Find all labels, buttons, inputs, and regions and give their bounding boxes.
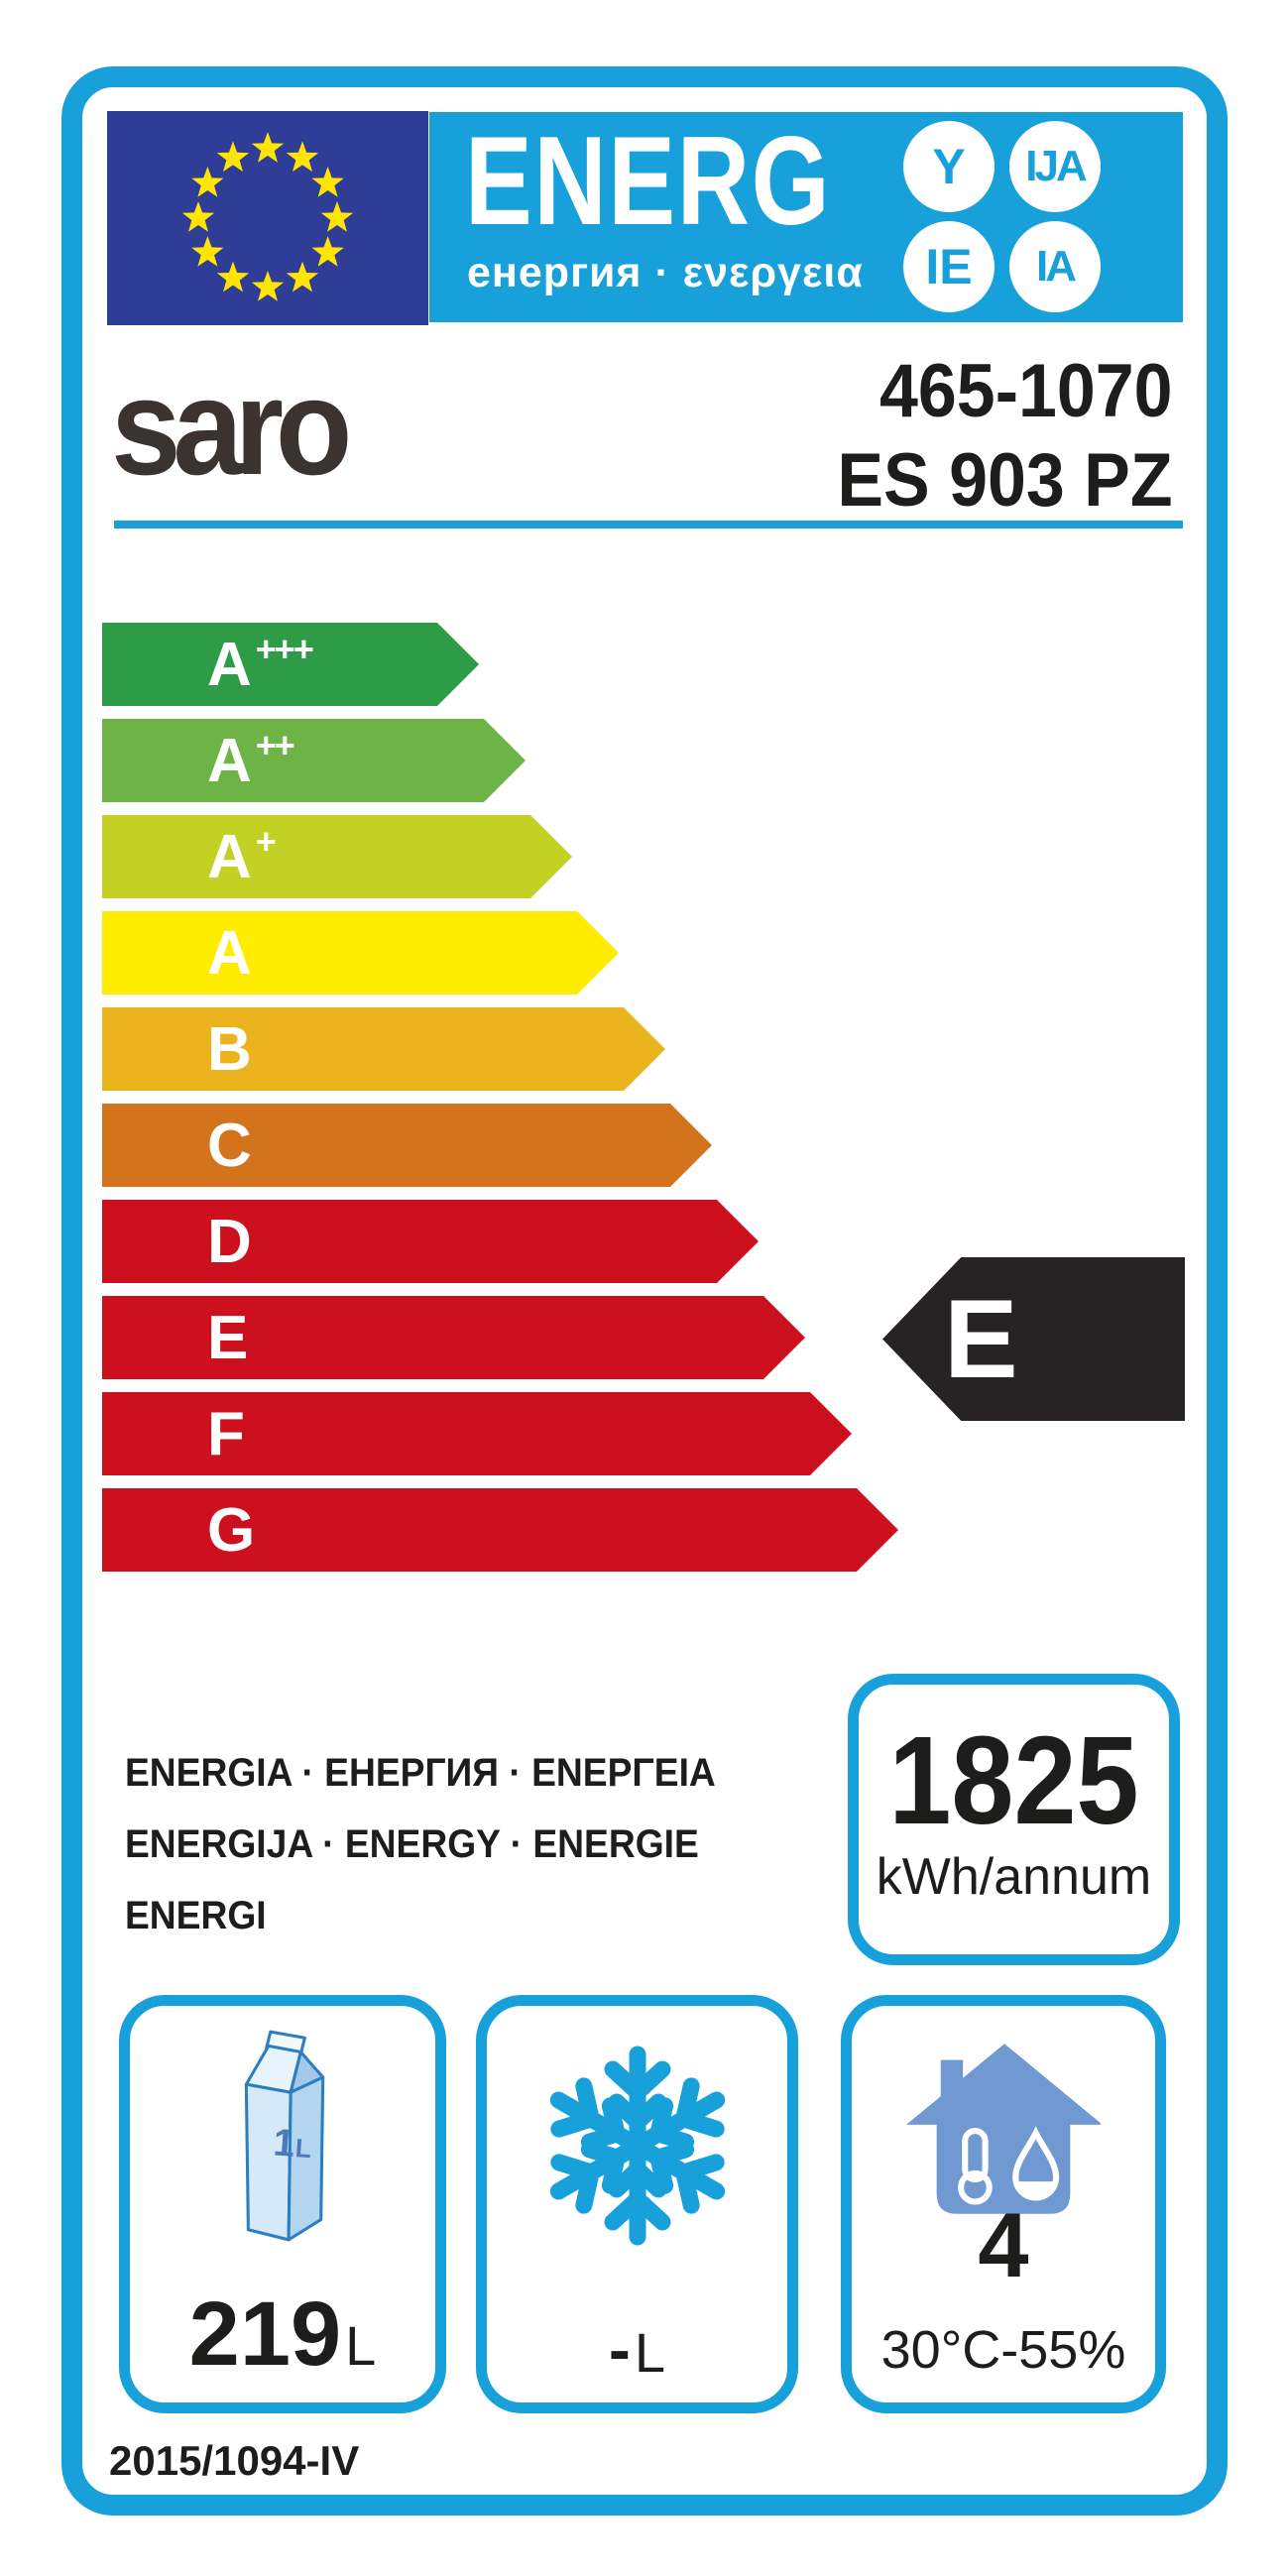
scale-grade-label: F — [207, 1400, 245, 1468]
freezer-capacity-box: -L — [476, 1995, 798, 2413]
freezer-capacity-value: -L — [608, 2312, 666, 2386]
energ-logo-subtitle: енергия · ενεργεια — [467, 249, 864, 296]
scale-bar-a-plus-plus-plus: A +++ — [102, 623, 479, 706]
climate-class-condition: 30°C-55% — [880, 2320, 1126, 2380]
energy-word-list: ENERGIA · ЕНЕРГИЯ · ΕΝΕΡΓΕΙΑ ENERGIJA · … — [125, 1737, 716, 1951]
energ-logo-text: ENERG — [465, 110, 832, 251]
energy-words-line2: ENERGIJA · ENERGY · ENERGIE — [125, 1822, 699, 1866]
label-border — [61, 66, 1228, 2516]
scale-grade-superscript: ++ — [255, 725, 293, 765]
annual-consumption-value: 1825 — [888, 1710, 1139, 1850]
scale-grade-label: A + — [207, 821, 275, 891]
fridge-capacity-box: 1L 219L — [119, 1995, 446, 2413]
eu-flag-icon — [107, 111, 428, 325]
snowflake-icon — [487, 2042, 787, 2250]
scale-grade-label: A +++ — [207, 629, 312, 699]
scale-bar-c: C — [102, 1104, 712, 1187]
energ-banner: ENERG енергия · ενεργεια Y IJA IE IA — [429, 112, 1183, 322]
scale-grade-label: B — [207, 1015, 252, 1084]
scale-bar-g: G — [102, 1488, 898, 1572]
badge-ia: IA — [1009, 221, 1101, 312]
scale-grade-label: D — [207, 1208, 252, 1276]
scale-grade-label: A — [207, 919, 252, 988]
brand-logo: saro — [111, 351, 352, 504]
scale-bar-a-plus: A + — [102, 815, 572, 898]
scale-bar-b: B — [102, 1007, 665, 1091]
product-identifiers: 465-1070 ES 903 PZ — [838, 347, 1173, 526]
scale-bar-e: E — [102, 1296, 805, 1379]
energy-words-line1: ENERGIA · ЕНЕРГИЯ · ΕΝΕΡΓΕΙΑ — [125, 1751, 716, 1795]
scale-grade-label: A ++ — [207, 725, 293, 795]
header-divider — [114, 521, 1183, 528]
model-number: ES 903 PZ — [837, 438, 1173, 523]
badge-ija: IJA — [1009, 121, 1101, 212]
regulation-reference: 2015/1094-IV — [109, 2437, 360, 2484]
badge-ie: IE — [903, 221, 995, 312]
scale-bar-d: D — [102, 1200, 759, 1283]
climate-class-box: 4 30°C-55% — [841, 1995, 1166, 2413]
scale-grade-superscript: + — [255, 821, 275, 862]
climate-class-value: 4 — [978, 2195, 1029, 2296]
rating-grade: E — [944, 1276, 1018, 1401]
scale-bar-f: F — [102, 1392, 852, 1475]
house-climate-icon — [852, 2044, 1155, 2216]
scale-bar-a: A — [102, 911, 619, 995]
scale-grade-superscript: +++ — [255, 629, 312, 669]
badge-y: Y — [903, 121, 995, 212]
milk-carton-icon: 1L — [130, 2022, 435, 2246]
annual-consumption-unit: kWh/annum — [876, 1848, 1152, 1906]
scale-grade-label: C — [207, 1112, 252, 1180]
fridge-capacity-value: 219L — [188, 2283, 377, 2385]
energy-words-line3: ENERGI — [125, 1894, 267, 1937]
scale-bar-a-plus-plus: A ++ — [102, 719, 526, 802]
article-number: 465-1070 — [879, 349, 1173, 433]
eu-flag-stars — [181, 132, 354, 301]
annual-consumption-box: 1825 kWh/annum — [848, 1674, 1180, 1965]
scale-grade-label: E — [207, 1304, 249, 1372]
scale-grade-label: G — [207, 1496, 256, 1565]
